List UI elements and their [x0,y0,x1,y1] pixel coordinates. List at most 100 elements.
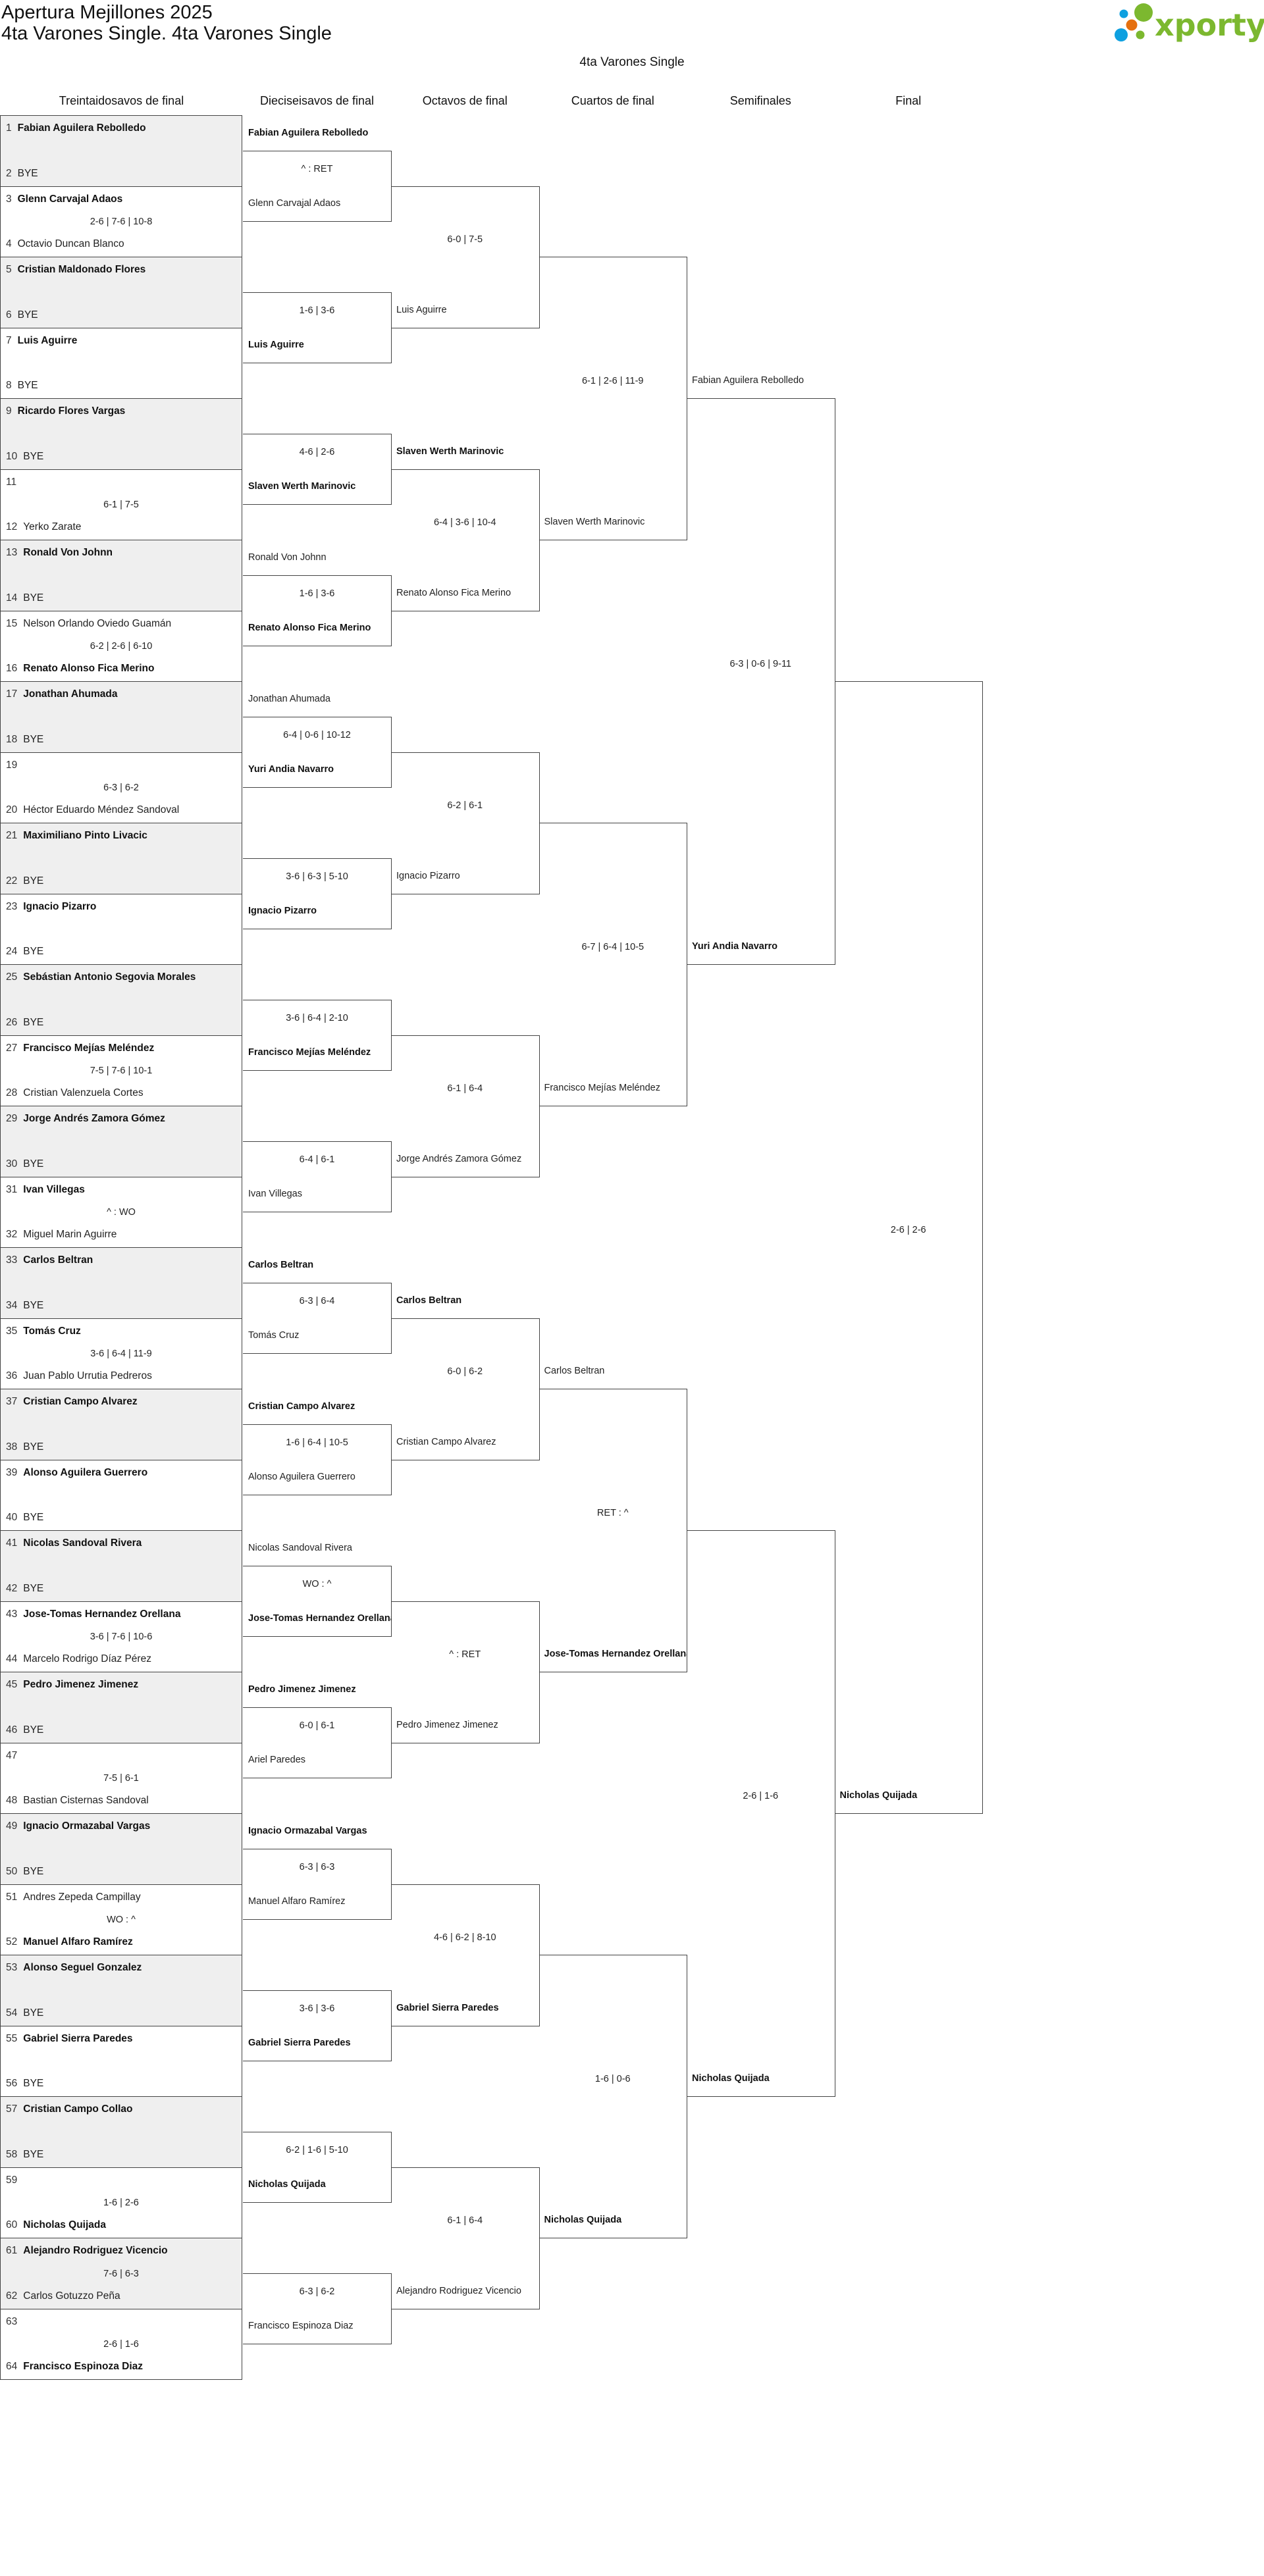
first-round-match[interactable]: 53 Alonso Seguel Gonzalez 54 BYE [0,1955,242,2026]
player-row[interactable]: 1 Fabian Aguilera Rebolledo [6,122,239,135]
player-row[interactable]: 29 Jorge Andrés Zamora Gómez [6,1112,239,1125]
player-row[interactable]: 14 BYE [6,592,239,605]
player-row[interactable]: 40 BYE [6,1511,239,1524]
first-round-match[interactable]: 17 Jonathan Ahumada 18 BYE [0,681,242,753]
player-row[interactable]: 23 Ignacio Pizarro [6,900,239,914]
match-box[interactable] [834,681,983,1814]
first-round-match[interactable]: 39 Alonso Aguilera Guerrero 40 BYE [0,1459,242,1531]
player-row[interactable]: 24 BYE [6,945,239,958]
player-slot[interactable] [248,1966,391,1979]
player-slot[interactable] [248,409,391,423]
player-row[interactable]: 52 Manuel Alfaro Ramírez [6,1936,239,1949]
player-row[interactable]: 6 BYE [6,309,239,322]
player-slot[interactable]: Nicholas Quijada [248,2179,326,2190]
player-slot[interactable]: Ignacio Pizarro [248,906,317,917]
player-slot[interactable] [692,1506,835,1519]
match-box[interactable] [243,575,392,647]
first-round-match[interactable]: 35 Tomás Cruz 36 Juan Pablo Urrutia Pedrero… [0,1318,242,1389]
first-round-match[interactable]: 47 48 Bastian Cisternas Sandoval 7-5 | 6-1 [0,1742,242,1814]
player-row[interactable]: 8 BYE [6,379,239,392]
player-slot[interactable] [248,268,391,281]
match-box[interactable] [243,1848,392,1920]
first-round-match[interactable]: 1 Fabian Aguilera Rebolledo 2 BYE [0,115,242,187]
player-row[interactable]: 10 BYE [6,450,239,463]
player-row[interactable]: 37 Cristian Campo Alvarez [6,1395,239,1408]
player-slot[interactable]: Carlos Beltran [248,1259,314,1270]
match-box[interactable] [243,2131,392,2203]
player-slot[interactable] [544,798,687,811]
player-row[interactable]: 46 BYE [6,1724,239,1737]
player-row[interactable]: 59 [6,2174,239,2187]
player-slot[interactable]: Nicolas Sandoval Rivera [248,1542,352,1553]
first-round-match[interactable]: 29 Jorge Andrés Zamora Gómez 30 BYE [0,1106,242,1177]
player-slot[interactable]: Jose-Tomas Hernandez Orellana [544,1649,687,1659]
player-slot[interactable]: Gabriel Sierra Paredes [396,2002,499,2013]
player-slot[interactable]: Fabian Aguilera Rebolledo [692,375,804,386]
player-slot[interactable] [840,657,983,670]
first-round-match[interactable]: 23 Ignacio Pizarro 24 BYE [0,893,242,965]
player-row[interactable]: 5 Cristian Maldonado Flores [6,263,239,276]
first-round-match[interactable]: 25 Sebástian Antonio Segovia Morales 26 BYE [0,964,242,1036]
match-box[interactable] [243,1424,392,1496]
player-slot[interactable]: Ronald Von Johnn [248,552,327,563]
player-row[interactable]: 47 [6,1749,239,1763]
player-row[interactable]: 49 Ignacio Ormazabal Vargas [6,1820,239,1833]
player-row[interactable]: 45 Pedro Jimenez Jimenez [6,1678,239,1691]
xporty-logo[interactable]: xporty [1113,1,1264,47]
player-row[interactable]: 60 Nicholas Quijada [6,2219,239,2232]
first-round-match[interactable]: 45 Pedro Jimenez Jimenez 46 BYE [0,1672,242,1743]
player-row[interactable]: 9 Ricardo Flores Vargas [6,405,239,418]
player-row[interactable]: 2 BYE [6,167,239,180]
first-round-match[interactable]: 3 Glenn Carvajal Adaos 4 Octavio Duncan Bla… [0,186,242,257]
player-row[interactable]: 42 BYE [6,1582,239,1595]
player-row[interactable]: 15 Nelson Orlando Oviedo Guamán [6,617,239,631]
player-row[interactable]: 35 Tomás Cruz [6,1325,239,1338]
player-slot[interactable]: Yuri Andia Navarro [248,764,334,775]
match-box[interactable] [243,1282,392,1354]
player-slot[interactable] [248,1117,391,1130]
player-slot[interactable]: Luis Aguirre [396,304,447,315]
first-round-match[interactable]: 9 Ricardo Flores Vargas 10 BYE [0,398,242,470]
player-row[interactable]: 26 BYE [6,1016,239,1029]
player-row[interactable]: 17 Jonathan Ahumada [6,688,239,701]
match-box[interactable] [243,858,392,930]
match-box[interactable] [243,1707,392,1779]
player-row[interactable]: 64 Francisco Espinoza Diaz [6,2360,239,2373]
match-box[interactable] [243,433,392,505]
player-row[interactable]: 21 Maximiliano Pinto Livacic [6,829,239,842]
first-round-match[interactable]: 33 Carlos Beltran 34 BYE [0,1247,242,1319]
player-slot[interactable]: Ivan Villegas [248,1189,302,1200]
player-row[interactable]: 54 BYE [6,2007,239,2020]
player-row[interactable]: 7 Luis Aguirre [6,334,239,348]
player-row[interactable]: 58 BYE [6,2148,239,2161]
player-row[interactable]: 25 Sebástian Antonio Segovia Morales [6,971,239,984]
player-row[interactable]: 34 BYE [6,1299,239,1312]
player-slot[interactable]: Jorge Andrés Zamora Gómez [396,1153,522,1164]
match-box[interactable] [243,1990,392,2062]
first-round-match[interactable]: 55 Gabriel Sierra Paredes 56 BYE [0,2025,242,2097]
first-round-match[interactable]: 13 Ronald Von Johnn 14 BYE [0,540,242,611]
first-round-match[interactable]: 51 Andres Zepeda Campillay 52 Manuel Alfaro… [0,1884,242,1955]
player-slot[interactable] [396,1577,539,1590]
player-slot[interactable]: Francisco Espinoza Diaz [248,2321,354,2332]
player-row[interactable]: 18 BYE [6,733,239,746]
player-slot[interactable]: Slaven Werth Marinovic [396,446,504,457]
player-slot[interactable]: Cristian Campo Alvarez [248,1401,356,1412]
first-round-match[interactable]: 7 Luis Aguirre 8 BYE [0,327,242,399]
match-box[interactable] [243,999,392,1071]
player-slot[interactable]: Francisco Mejías Meléndez [248,1047,371,1058]
match-box[interactable] [243,292,392,364]
first-round-match[interactable]: 63 64 Francisco Espinoza Diaz 2-6 | 1-6 [0,2308,242,2380]
player-slot[interactable] [396,1860,539,1873]
player-slot[interactable]: Alejandro Rodriguez Vicencio [396,2285,521,2296]
first-round-match[interactable]: 5 Cristian Maldonado Flores 6 BYE [0,257,242,328]
player-slot[interactable]: Nicholas Quijada [692,2073,770,2084]
player-slot[interactable] [396,162,539,175]
player-slot[interactable]: Jose-Tomas Hernandez Orellana [248,1613,391,1624]
player-row[interactable]: 13 Ronald Von Johnn [6,546,239,559]
player-row[interactable]: 27 Francisco Mejías Meléndez [6,1042,239,1055]
player-slot[interactable]: Carlos Beltran [396,1295,462,1306]
first-round-match[interactable]: 31 Ivan Villegas 32 Miguel Marin Aguirre ^ :… [0,1176,242,1248]
player-row[interactable]: 3 Glenn Carvajal Adaos [6,193,239,206]
first-round-match[interactable]: 41 Nicolas Sandoval Rivera 42 BYE [0,1530,242,1602]
